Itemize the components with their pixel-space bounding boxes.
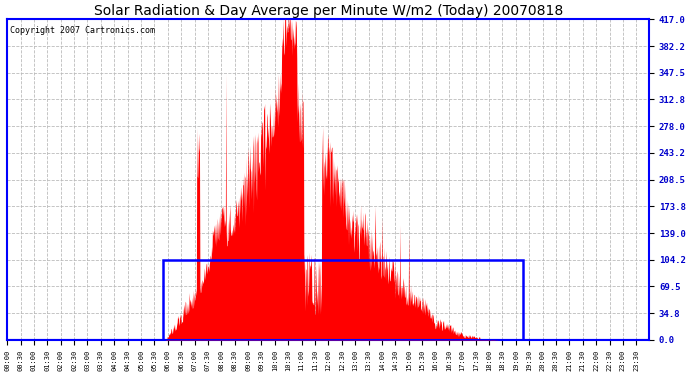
Text: Copyright 2007 Cartronics.com: Copyright 2007 Cartronics.com xyxy=(10,26,155,35)
Title: Solar Radiation & Day Average per Minute W/m2 (Today) 20070818: Solar Radiation & Day Average per Minute… xyxy=(94,4,563,18)
Bar xyxy=(164,260,522,340)
